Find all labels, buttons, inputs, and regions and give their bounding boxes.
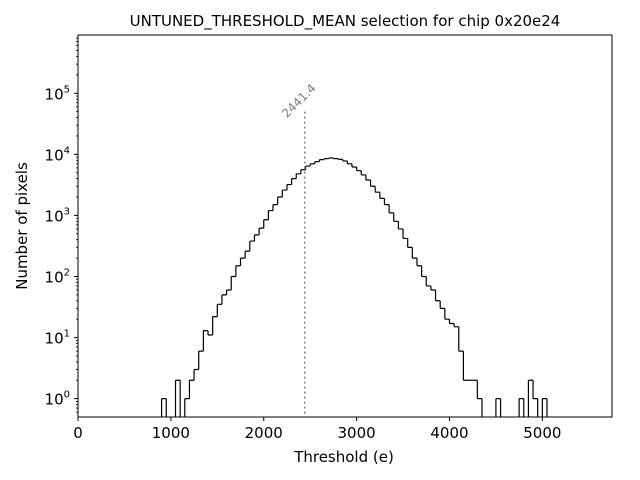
x-axis-ticks: 0 1000 2000 3000 4000 5000 bbox=[73, 417, 561, 442]
histogram-bin bbox=[374, 186, 380, 193]
histogram-bin bbox=[328, 157, 334, 159]
x-axis-label: Threshold (e) bbox=[293, 448, 394, 466]
histogram-bin bbox=[476, 380, 483, 417]
histogram-bin bbox=[225, 289, 232, 295]
plot-area: 2441.4 bbox=[77, 34, 613, 418]
y-tick-label: 100 bbox=[45, 390, 70, 409]
histogram-bin bbox=[304, 165, 311, 170]
histogram-bin bbox=[216, 303, 222, 317]
histogram-bin bbox=[369, 180, 376, 187]
histogram-bin bbox=[291, 178, 297, 185]
histogram-bin bbox=[281, 189, 287, 198]
x-tick-label: 1000 bbox=[152, 424, 190, 442]
histogram-bin bbox=[365, 174, 371, 181]
histogram-bin bbox=[249, 240, 255, 252]
y-tick-label: 101 bbox=[45, 329, 70, 348]
histogram-bin bbox=[383, 198, 390, 206]
histogram-bin bbox=[323, 158, 329, 160]
histogram-bin bbox=[527, 379, 534, 417]
histogram-bin bbox=[397, 221, 404, 230]
histogram-bin bbox=[416, 258, 422, 267]
histogram-bin bbox=[402, 228, 408, 240]
histogram-bin bbox=[448, 319, 455, 325]
histogram-bin bbox=[462, 351, 469, 381]
histogram-bin bbox=[253, 234, 260, 242]
mean-annotation-label: 2441.4 bbox=[279, 81, 319, 121]
x-tick-label: 3000 bbox=[338, 424, 376, 442]
histogram-bin bbox=[239, 257, 246, 266]
histogram-bin bbox=[235, 265, 241, 277]
histogram-bin bbox=[434, 290, 441, 302]
y-tick-label: 102 bbox=[45, 267, 70, 286]
histogram-bin bbox=[258, 227, 264, 235]
histogram-bin bbox=[198, 350, 204, 370]
histogram-bin bbox=[188, 379, 195, 399]
histogram-bin bbox=[439, 300, 445, 310]
histogram-bin bbox=[286, 183, 292, 191]
histogram-bin bbox=[207, 330, 213, 336]
histogram-bin bbox=[318, 159, 325, 162]
histogram-bin bbox=[309, 163, 315, 167]
histogram-bin bbox=[458, 326, 464, 352]
histogram-bin bbox=[356, 167, 362, 172]
x-tick-label: 0 bbox=[73, 424, 83, 442]
histogram-bin bbox=[221, 294, 227, 305]
histogram-bin bbox=[421, 265, 427, 278]
histogram-bin bbox=[193, 368, 199, 381]
histogram-bin bbox=[332, 158, 339, 160]
histogram-bin bbox=[411, 247, 417, 259]
histogram-bin bbox=[230, 275, 236, 291]
histogram-bin bbox=[495, 398, 502, 417]
histogram-bin bbox=[263, 219, 269, 229]
x-tick-label: 2000 bbox=[245, 424, 283, 442]
histogram-bin bbox=[212, 316, 218, 336]
histogram-bin bbox=[184, 398, 190, 417]
histogram-bin bbox=[202, 329, 209, 352]
histogram-bin bbox=[300, 169, 306, 174]
histogram-bin bbox=[430, 285, 436, 291]
histogram-bin bbox=[277, 196, 283, 205]
histogram-bin bbox=[160, 398, 167, 417]
histogram-bin bbox=[342, 159, 348, 162]
x-tick-label: 5000 bbox=[523, 424, 561, 442]
x-tick-label: 4000 bbox=[430, 424, 468, 442]
histogram-bin bbox=[267, 209, 274, 220]
y-tick-label: 104 bbox=[45, 145, 70, 164]
histogram-bin bbox=[541, 398, 548, 417]
plot-frame bbox=[77, 34, 613, 418]
y-tick-label: 105 bbox=[45, 84, 70, 103]
histogram-bin bbox=[453, 323, 459, 328]
histogram-bin bbox=[174, 379, 181, 417]
histogram-bin bbox=[314, 161, 320, 164]
y-axis-ticks: 100 101 102 103 104 105 bbox=[45, 37, 78, 413]
histogram-bin bbox=[407, 238, 413, 248]
histogram-bin bbox=[388, 204, 394, 214]
histogram-bin bbox=[244, 250, 250, 259]
histogram-bin bbox=[295, 173, 301, 179]
histogram-bin bbox=[518, 398, 525, 417]
histogram-bin bbox=[337, 158, 343, 160]
histogram-bin bbox=[272, 204, 278, 211]
histogram-bin bbox=[532, 380, 539, 417]
y-axis-label: Number of pixels bbox=[13, 162, 31, 290]
histogram-bin bbox=[444, 308, 450, 320]
histogram-bin bbox=[425, 276, 431, 287]
histogram-bin bbox=[379, 192, 385, 199]
chart-title: UNTUNED_THRESHOLD_MEAN selection for chi… bbox=[130, 12, 561, 31]
histogram-bin bbox=[346, 160, 352, 165]
histogram-bin bbox=[393, 212, 399, 222]
histogram-bin bbox=[360, 170, 366, 176]
y-tick-label: 103 bbox=[45, 206, 70, 225]
histogram-bin bbox=[351, 163, 357, 168]
